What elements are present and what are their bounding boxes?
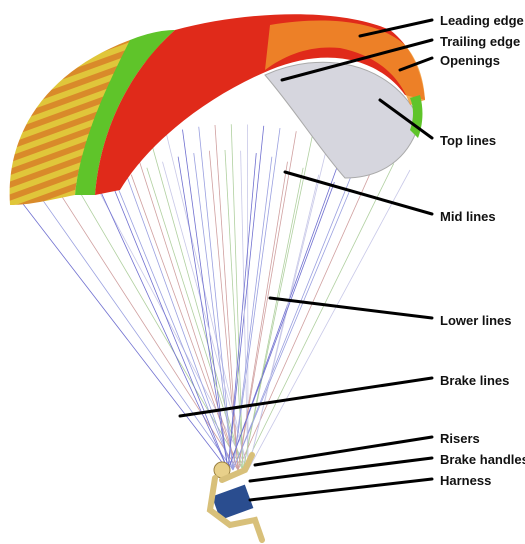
suspension-line — [228, 182, 334, 470]
canopy — [10, 14, 425, 205]
label: Risers — [440, 431, 480, 446]
suspension-line — [199, 127, 233, 470]
label: Openings — [440, 53, 500, 68]
page: Leading edge Trailing edge Openings Top … — [0, 0, 525, 544]
label: Brake lines — [440, 373, 509, 388]
pointer — [285, 172, 432, 214]
label: Mid lines — [440, 209, 496, 224]
suspension-line — [248, 175, 319, 470]
pointer — [270, 298, 432, 318]
pilot — [210, 455, 262, 540]
label: Leading edge — [440, 13, 524, 28]
paraglider-diagram: Leading edge Trailing edge Openings Top … — [0, 0, 525, 544]
suspension-line — [101, 157, 228, 470]
suspension-line — [20, 200, 228, 470]
suspension-line — [134, 144, 238, 470]
label: Lower lines — [440, 313, 512, 328]
suspension-line — [131, 175, 238, 470]
label: Trailing edge — [440, 34, 520, 49]
suspension-line — [248, 170, 410, 470]
suspension-line — [150, 138, 243, 470]
pointer — [250, 479, 432, 500]
label: Harness — [440, 473, 491, 488]
pointer — [180, 378, 432, 416]
label: Top lines — [440, 133, 496, 148]
suspension-line — [163, 162, 249, 470]
label: Brake handles — [440, 452, 525, 467]
